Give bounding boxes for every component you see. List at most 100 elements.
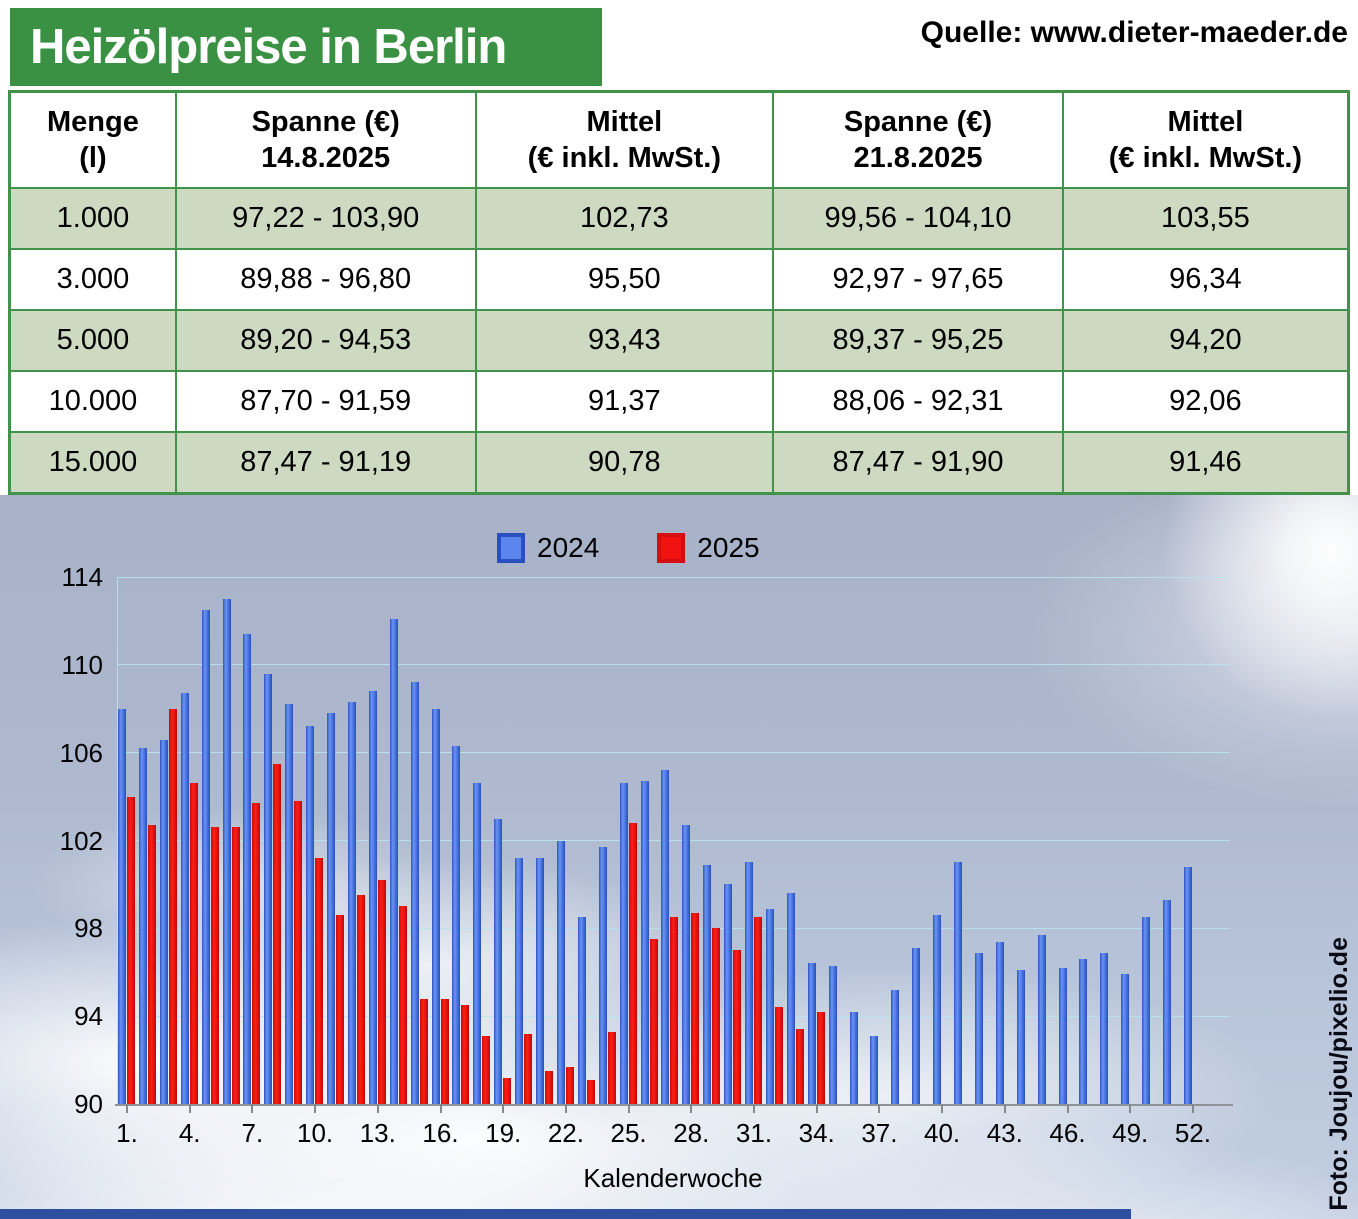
bar-2024-week-45 <box>1037 934 1046 1104</box>
bar-2024-week-25 <box>619 783 628 1104</box>
gridline-106 <box>117 752 1230 754</box>
bar-2025-week-11 <box>336 915 344 1104</box>
bar-2025-week-30 <box>733 950 742 1104</box>
bar-2025-week-31 <box>754 917 762 1104</box>
bar-2025-week-34 <box>816 1011 825 1104</box>
x-tick <box>1129 1104 1132 1113</box>
bar-2025-week-14 <box>398 906 407 1104</box>
bar-2024-week-2 <box>138 748 147 1104</box>
col-header-menge: Menge (l) <box>8 90 177 189</box>
bar-2024-week-10 <box>306 726 315 1104</box>
x-tick-label: 28. <box>673 1118 710 1148</box>
y-tick-label: 114 <box>61 562 103 592</box>
x-tick-label: 43. <box>986 1118 1023 1148</box>
x-tick-label: 19. <box>485 1118 522 1148</box>
bar-2024-week-5 <box>201 609 210 1104</box>
x-tick <box>439 1104 442 1113</box>
bar-2024-week-35 <box>828 965 837 1104</box>
x-tick-label: 16. <box>422 1118 459 1148</box>
plot-area: 114 110 106 102 98 94 90 1. 4. 7. 10. 13. 16. 19. 22. 2… <box>60 562 1233 1148</box>
bar-2024-week-15 <box>410 682 419 1104</box>
bar-2024-week-31 <box>745 862 753 1104</box>
source-credit-link[interactable]: Quelle: www.dieter-maeder.de <box>920 16 1348 49</box>
bar-2024-week-22 <box>556 840 565 1104</box>
table-cell: 15.000 <box>8 431 177 495</box>
chart-section: 2024 2025 114 110 106 102 98 94 90 1. 4. 7. 10. 13.… <box>0 495 1358 1219</box>
bar-2024-week-9 <box>285 704 294 1104</box>
bar-2024-week-36 <box>849 1011 858 1104</box>
y-tick-label: 110 <box>61 649 103 680</box>
bar-2025-week-17 <box>461 1005 470 1104</box>
col-header-line: 14.8.2025 <box>261 142 391 174</box>
bar-2024-week-52 <box>1183 866 1192 1104</box>
x-tick <box>564 1104 567 1113</box>
bar-2024-week-43 <box>995 941 1004 1104</box>
col-header-line: Menge <box>47 105 139 138</box>
bar-2025-week-5 <box>210 827 219 1104</box>
bar-2024-week-32 <box>765 908 774 1104</box>
table-cell: 89,37 - 95,25 <box>772 309 1064 372</box>
bar-2024-week-26 <box>640 781 649 1104</box>
bar-2025-week-16 <box>440 998 449 1104</box>
bar-2024-week-1 <box>118 708 126 1104</box>
x-axis-title: Kalenderwoche <box>583 1163 763 1193</box>
bar-2025-week-2 <box>147 825 156 1104</box>
table-cell: 10.000 <box>8 370 177 433</box>
gridline-114 <box>117 576 1230 578</box>
bar-2024-week-38 <box>891 989 900 1104</box>
bar-2025-week-22 <box>565 1066 574 1104</box>
bar-2024-week-16 <box>431 708 440 1104</box>
x-tick <box>502 1104 505 1113</box>
bar-2025-week-10 <box>315 858 324 1104</box>
y-tick-label: 94 <box>74 1001 103 1032</box>
bar-2024-week-44 <box>1016 970 1025 1104</box>
x-tick-label: 46. <box>1049 1118 1086 1148</box>
bar-2025-week-27 <box>670 917 679 1104</box>
x-tick-label: 49. <box>1112 1118 1149 1148</box>
table-cell: 5.000 <box>8 309 177 372</box>
bar-2024-week-8 <box>264 673 273 1104</box>
table-row: 1.000 97,22 - 103,90 102,73 99,56 - 104,10 1… <box>8 187 1350 250</box>
col-header-line: (l) <box>79 142 107 174</box>
x-tick-label: 13. <box>359 1118 396 1148</box>
x-tick-label: 7. <box>241 1118 264 1148</box>
bar-2024-week-40 <box>933 915 942 1104</box>
x-tick <box>251 1104 254 1113</box>
table-cell: 89,20 - 94,53 <box>174 309 477 372</box>
legend-label-2025: 2025 <box>697 532 760 563</box>
bar-2024-week-33 <box>786 893 795 1104</box>
x-tick <box>941 1104 944 1113</box>
bar-2025-week-32 <box>774 1007 783 1104</box>
table-cell: 92,97 - 97,65 <box>772 248 1064 311</box>
x-tick <box>126 1104 128 1113</box>
bar-2024-week-42 <box>974 952 983 1104</box>
table-cell: 3.000 <box>8 248 177 311</box>
legend-swatch-2025 <box>657 533 686 563</box>
table-row: 3.000 89,88 - 96,80 95,50 92,97 - 97,65 96,3… <box>8 248 1350 311</box>
bar-2025-week-12 <box>356 895 365 1104</box>
bar-2024-week-37 <box>870 1035 879 1104</box>
bar-2024-week-23 <box>577 917 586 1104</box>
bar-2025-week-8 <box>273 763 282 1104</box>
bar-2024-week-14 <box>389 618 398 1104</box>
col-header-spanne-2: Spanne (€) 21.8.2025 <box>772 90 1064 189</box>
bar-2025-week-4 <box>189 783 198 1104</box>
bar-2024-week-28 <box>682 825 691 1104</box>
bar-2025-week-1 <box>127 796 135 1104</box>
bar-2025-week-20 <box>524 1033 533 1104</box>
col-header-line: Mittel <box>586 105 663 138</box>
bar-2025-week-28 <box>691 912 700 1104</box>
chart-legend: 2024 2025 <box>497 532 760 564</box>
bar-2025-week-25 <box>628 822 637 1104</box>
title-banner: Heizölpreise in Berlin <box>10 8 602 86</box>
price-table: Menge (l) Spanne (€) 14.8.2025 Mittel (€… <box>8 90 1350 495</box>
col-header-line: Mittel <box>1167 105 1244 138</box>
bar-2024-week-27 <box>661 770 670 1104</box>
table-cell: 89,88 - 96,80 <box>174 248 477 311</box>
bar-2024-week-19 <box>494 818 503 1104</box>
table-cell: 103,55 <box>1061 187 1350 250</box>
col-header-line: 21.8.2025 <box>853 142 983 174</box>
y-tick-label: 106 <box>59 737 103 768</box>
bar-2024-week-17 <box>452 746 461 1104</box>
photo-bottom-strip <box>0 1209 1131 1219</box>
